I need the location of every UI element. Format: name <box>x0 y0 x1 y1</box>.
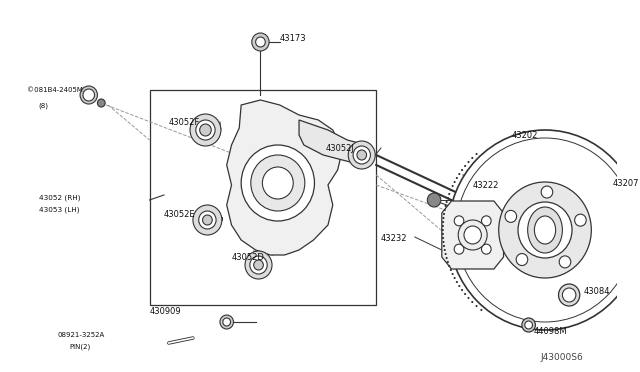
Text: J43000S6: J43000S6 <box>540 353 583 362</box>
Circle shape <box>348 141 375 169</box>
Circle shape <box>516 254 528 266</box>
Circle shape <box>442 225 444 227</box>
Circle shape <box>454 182 455 183</box>
Circle shape <box>575 214 586 226</box>
Circle shape <box>445 253 446 254</box>
Circle shape <box>357 150 367 160</box>
Circle shape <box>255 37 265 47</box>
Circle shape <box>505 211 516 222</box>
Circle shape <box>83 89 95 101</box>
Text: 43084: 43084 <box>584 288 610 296</box>
Bar <box>150 90 376 305</box>
Circle shape <box>459 173 460 174</box>
Text: 43052F: 43052F <box>169 118 200 126</box>
Circle shape <box>193 205 222 235</box>
Circle shape <box>443 221 444 222</box>
Circle shape <box>253 260 263 270</box>
Circle shape <box>472 157 473 158</box>
Text: 43052D: 43052D <box>232 253 264 263</box>
Text: 43052 (RH): 43052 (RH) <box>38 195 80 201</box>
Text: 43222: 43222 <box>473 180 499 189</box>
Circle shape <box>220 315 234 329</box>
Circle shape <box>472 301 473 302</box>
Circle shape <box>518 202 572 258</box>
Circle shape <box>223 318 230 326</box>
Circle shape <box>442 230 444 231</box>
Text: 43052J: 43052J <box>326 144 355 153</box>
Circle shape <box>468 161 469 163</box>
Text: 44098M: 44098M <box>534 327 567 337</box>
Circle shape <box>456 177 458 179</box>
Ellipse shape <box>527 207 563 253</box>
Circle shape <box>449 130 640 330</box>
Polygon shape <box>442 201 504 269</box>
Circle shape <box>559 284 580 306</box>
Circle shape <box>481 244 491 254</box>
Text: 43173: 43173 <box>280 33 307 42</box>
Circle shape <box>443 237 444 238</box>
Circle shape <box>446 257 447 259</box>
Circle shape <box>447 262 449 263</box>
Circle shape <box>464 226 481 244</box>
Circle shape <box>525 321 532 329</box>
Circle shape <box>251 155 305 211</box>
Circle shape <box>250 256 268 274</box>
Circle shape <box>196 120 215 140</box>
Circle shape <box>353 146 371 164</box>
Circle shape <box>499 182 591 278</box>
Text: 43053 (LH): 43053 (LH) <box>38 207 79 213</box>
Text: (8): (8) <box>38 103 49 109</box>
Circle shape <box>563 288 576 302</box>
Circle shape <box>445 205 446 206</box>
Circle shape <box>449 193 450 195</box>
Text: PIN(2): PIN(2) <box>70 344 91 350</box>
Circle shape <box>454 216 464 226</box>
Circle shape <box>97 99 105 107</box>
Circle shape <box>190 114 221 146</box>
Text: 43232: 43232 <box>381 234 408 243</box>
Circle shape <box>80 86 97 104</box>
Text: 43207: 43207 <box>612 179 639 187</box>
Circle shape <box>454 244 464 254</box>
Circle shape <box>454 278 455 279</box>
Circle shape <box>241 145 314 221</box>
Circle shape <box>200 124 211 136</box>
Circle shape <box>481 216 491 226</box>
Circle shape <box>461 289 463 291</box>
Circle shape <box>452 273 453 275</box>
Circle shape <box>262 167 293 199</box>
Circle shape <box>522 318 536 332</box>
Circle shape <box>428 193 441 207</box>
Circle shape <box>443 241 444 243</box>
Circle shape <box>458 220 487 250</box>
Circle shape <box>481 310 482 311</box>
Polygon shape <box>299 120 371 165</box>
Text: 43052E: 43052E <box>164 209 196 218</box>
Text: 43202: 43202 <box>511 131 538 140</box>
Text: 430909: 430909 <box>150 308 181 317</box>
Circle shape <box>203 215 212 225</box>
Circle shape <box>559 256 571 268</box>
Text: 08921-3252A: 08921-3252A <box>58 332 105 338</box>
Circle shape <box>476 305 477 307</box>
Polygon shape <box>227 100 342 255</box>
Circle shape <box>444 214 445 215</box>
Circle shape <box>459 285 460 286</box>
Text: ©081B4-2405M: ©081B4-2405M <box>27 87 83 93</box>
Circle shape <box>456 138 634 322</box>
Circle shape <box>444 209 445 211</box>
Circle shape <box>252 33 269 51</box>
Circle shape <box>198 211 216 229</box>
Circle shape <box>541 186 553 198</box>
Circle shape <box>447 198 449 199</box>
Circle shape <box>444 246 445 247</box>
Ellipse shape <box>534 216 556 244</box>
Circle shape <box>245 251 272 279</box>
